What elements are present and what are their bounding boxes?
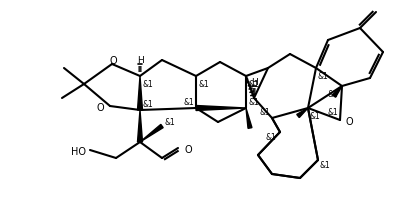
- Text: O: O: [346, 117, 354, 127]
- Polygon shape: [137, 76, 143, 110]
- Text: &1: &1: [320, 162, 331, 170]
- Polygon shape: [297, 108, 308, 118]
- Text: &1: &1: [265, 133, 276, 143]
- Text: &1: &1: [248, 97, 259, 107]
- Text: H: H: [137, 55, 143, 65]
- Text: HO: HO: [71, 147, 86, 157]
- Text: &1: &1: [327, 108, 338, 116]
- Text: O: O: [109, 56, 117, 66]
- Text: H: H: [251, 77, 257, 87]
- Text: &1: &1: [142, 100, 153, 109]
- Text: &1: &1: [198, 80, 209, 89]
- Text: &1: &1: [183, 97, 194, 107]
- Text: &1: &1: [164, 117, 175, 127]
- Polygon shape: [246, 108, 252, 128]
- Text: &1: &1: [259, 108, 270, 116]
- Text: &1: &1: [310, 111, 321, 121]
- Text: O: O: [184, 145, 192, 155]
- Polygon shape: [140, 124, 163, 142]
- Text: &1: &1: [142, 80, 153, 89]
- Polygon shape: [332, 86, 342, 97]
- Text: &1: &1: [327, 89, 338, 98]
- Polygon shape: [196, 106, 246, 110]
- Text: &1: &1: [248, 80, 259, 89]
- Polygon shape: [137, 110, 143, 142]
- Text: O: O: [96, 103, 104, 113]
- Text: &1: &1: [318, 71, 329, 81]
